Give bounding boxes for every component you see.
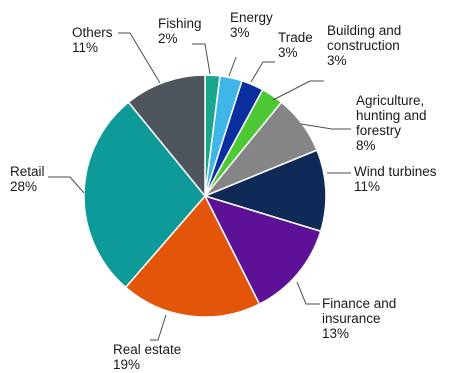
slice-label-value: 11% [354, 179, 380, 194]
slice-label-name: Building and [327, 23, 401, 38]
slice-label-name: Agriculture, [356, 93, 424, 108]
leader-line [192, 43, 211, 75]
slice-label-name: Others [72, 25, 113, 40]
slice-label-value: 2% [158, 31, 178, 46]
slice-label-value: 3% [278, 45, 298, 60]
slice-label-value: 8% [356, 138, 376, 153]
slice-label-value: 3% [230, 25, 250, 40]
slice-label-name: Wind turbines [354, 164, 437, 179]
pie-slice-finance-and-insurance [203, 194, 322, 306]
pie-slices [83, 74, 327, 318]
slice-label: Agriculture, hunting and forestry 8% [356, 93, 427, 153]
slice-label-name: construction [327, 38, 400, 53]
leader-line [272, 80, 324, 101]
slice-label: Building and construction 3% [327, 23, 401, 68]
slice-label: Retail 28% [10, 164, 45, 194]
slice-label-name: Energy [230, 10, 273, 25]
leader-line [228, 56, 237, 77]
pie-slice-real-estate [124, 194, 261, 318]
leader-line [250, 61, 275, 83]
leader-line [118, 32, 161, 84]
slice-label-value: 19% [113, 357, 140, 372]
pie-slice-wind-turbines [202, 149, 327, 233]
leader-line [300, 123, 351, 130]
slice-label-value: 28% [10, 179, 37, 194]
slice-label-value: 13% [322, 326, 349, 341]
slice-label: Wind turbines 11% [354, 164, 437, 194]
slice-label: Energy 3% [230, 10, 273, 40]
leader-line [296, 281, 320, 305]
slice-label-name: Fishing [158, 16, 202, 31]
slice-label: Fishing 2% [158, 16, 202, 46]
slice-label-name: Retail [10, 164, 45, 179]
leader-line [48, 176, 85, 194]
slice-label: Trade 3% [278, 30, 313, 60]
slice-label-name: forestry [356, 123, 401, 138]
slice-label-name: Finance and [322, 296, 396, 311]
slice-label: Real estate 19% [113, 342, 181, 372]
slice-label-value: 3% [327, 53, 347, 68]
leader-line [150, 314, 167, 341]
pie-slice-retail [83, 101, 206, 289]
slice-label-value: 11% [72, 40, 98, 55]
slice-label: Others 11% [72, 25, 113, 55]
slice-label-name: Trade [278, 30, 313, 45]
slice-label: Finance and insurance 13% [322, 296, 396, 341]
slice-label-name: Real estate [113, 342, 181, 357]
slice-label-name: insurance [322, 311, 381, 326]
slice-label-name: hunting and [356, 108, 427, 123]
pie-slice-others [127, 74, 206, 199]
leader-lines [48, 32, 351, 341]
slice-labels: Fishing 2%Energy 3% Trade 3%Building and cons… [10, 10, 437, 372]
